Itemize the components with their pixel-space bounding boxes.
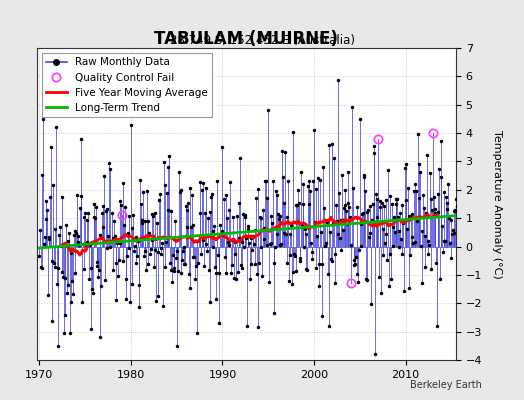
Legend: Raw Monthly Data, Quality Control Fail, Five Year Moving Average, Long-Term Tren: Raw Monthly Data, Quality Control Fail, … xyxy=(42,53,212,117)
Title: TABULAM (MUIRNE): TABULAM (MUIRNE) xyxy=(154,30,339,48)
Text: 28.749 S, 152.452 E (Australia): 28.749 S, 152.452 E (Australia) xyxy=(169,34,355,47)
Y-axis label: Temperature Anomaly (°C): Temperature Anomaly (°C) xyxy=(492,130,501,278)
Text: Berkeley Earth: Berkeley Earth xyxy=(410,380,482,390)
